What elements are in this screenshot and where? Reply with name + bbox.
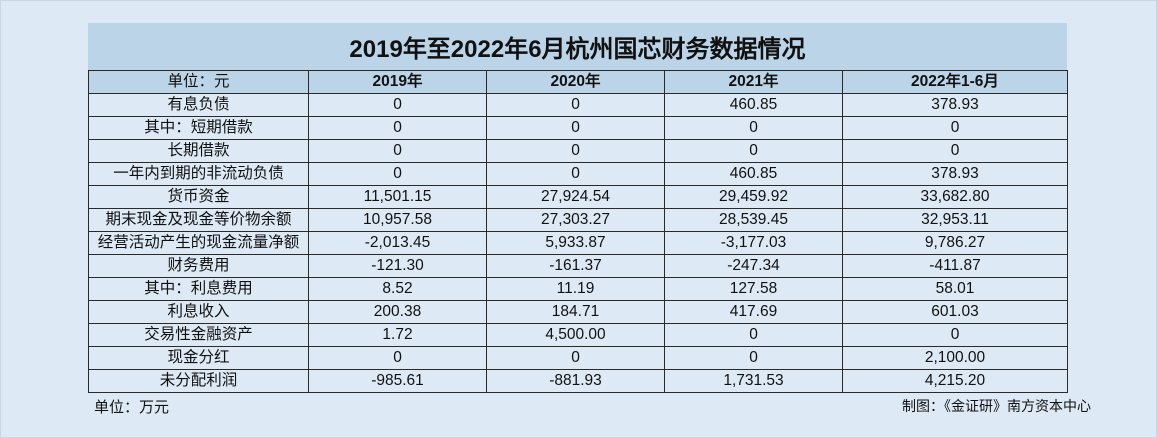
value-cell: 0 xyxy=(308,139,487,163)
value-cell: 0 xyxy=(842,139,1068,163)
row-label-cell: 有息负债 xyxy=(88,93,309,117)
value-cell: -247.34 xyxy=(664,254,843,278)
header-cell-unit: 单位：元 xyxy=(88,70,309,94)
table-row: 现金分红 0 0 0 2,100.00 xyxy=(88,346,1068,370)
value-cell: -3,177.03 xyxy=(664,231,843,255)
row-label-cell: 其中：利息费用 xyxy=(88,277,309,301)
value-cell: 0 xyxy=(842,323,1068,347)
value-cell: 1,731.53 xyxy=(664,369,843,393)
value-cell: 0 xyxy=(308,346,487,370)
table-row: 一年内到期的非流动负债 0 0 460.85 378.93 xyxy=(88,162,1068,186)
value-cell: 58.01 xyxy=(842,277,1068,301)
table-row: 期末现金及现金等价物余额 10,957.58 27,303.27 28,539.45 3… xyxy=(88,208,1068,232)
value-cell: 0 xyxy=(664,346,843,370)
value-cell: 0 xyxy=(308,93,487,117)
value-cell: 28,539.45 xyxy=(664,208,843,232)
value-cell: 5,933.87 xyxy=(486,231,665,255)
value-cell: 27,924.54 xyxy=(486,185,665,209)
row-label-cell: 交易性金融资产 xyxy=(88,323,309,347)
value-cell: 0 xyxy=(308,116,487,140)
value-cell: 1.72 xyxy=(308,323,487,347)
value-cell: 2,100.00 xyxy=(842,346,1068,370)
value-cell: 0 xyxy=(308,162,487,186)
row-label-cell: 期末现金及现金等价物余额 xyxy=(88,208,309,232)
row-label-cell: 货币资金 xyxy=(88,185,309,209)
row-label-cell: 其中：短期借款 xyxy=(88,116,309,140)
row-label-cell: 一年内到期的非流动负债 xyxy=(88,162,309,186)
value-cell: 0 xyxy=(486,116,665,140)
value-cell: 33,682.80 xyxy=(842,185,1068,209)
row-label-cell: 利息收入 xyxy=(88,300,309,324)
row-label-cell: 经营活动产生的现金流量净额 xyxy=(88,231,309,255)
value-cell: -985.61 xyxy=(308,369,487,393)
value-cell: 378.93 xyxy=(842,93,1068,117)
row-label-cell: 长期借款 xyxy=(88,139,309,163)
value-cell: 11,501.15 xyxy=(308,185,487,209)
value-cell: 27,303.27 xyxy=(486,208,665,232)
value-cell: 0 xyxy=(486,139,665,163)
table-row: 利息收入 200.38 184.71 417.69 601.03 xyxy=(88,300,1068,324)
table-row: 财务费用 -121.30 -161.37 -247.34 -411.87 xyxy=(88,254,1068,278)
table-title: 2019年至2022年6月杭州国芯财务数据情况 xyxy=(88,23,1067,70)
header-cell-period: 2021年 xyxy=(664,70,843,94)
table-row: 货币资金 11,501.15 27,924.54 29,459.92 33,682.80 xyxy=(88,185,1068,209)
value-cell: 0 xyxy=(664,139,843,163)
value-cell: 4,500.00 xyxy=(486,323,665,347)
header-cell-period: 2019年 xyxy=(308,70,487,94)
row-label-cell: 未分配利润 xyxy=(88,369,309,393)
value-cell: 9,786.27 xyxy=(842,231,1068,255)
value-cell: 11.19 xyxy=(486,277,665,301)
header-cell-period: 2020年 xyxy=(486,70,665,94)
value-cell: 32,953.11 xyxy=(842,208,1068,232)
table-row: 交易性金融资产 1.72 4,500.00 0 0 xyxy=(88,323,1068,347)
value-cell: -121.30 xyxy=(308,254,487,278)
value-cell: -161.37 xyxy=(486,254,665,278)
table-row: 经营活动产生的现金流量净额 -2,013.45 5,933.87 -3,177.03 9… xyxy=(88,231,1068,255)
value-cell: 29,459.92 xyxy=(664,185,843,209)
value-cell: 4,215.20 xyxy=(842,369,1068,393)
value-cell: 417.69 xyxy=(664,300,843,324)
table-row: 其中：短期借款 0 0 0 0 xyxy=(88,116,1068,140)
source-note: 制图：《金证研》南方资本中心 xyxy=(902,398,1091,414)
value-cell: 10,957.58 xyxy=(308,208,487,232)
header-cell-period: 2022年1-6月 xyxy=(842,70,1068,94)
value-cell: 0 xyxy=(664,323,843,347)
unit-note: 单位：万元 xyxy=(94,399,170,416)
header-row: 单位：元 2019年 2020年 2021年 2022年1-6月 xyxy=(88,70,1068,94)
row-label-cell: 现金分红 xyxy=(88,346,309,370)
value-cell: -881.93 xyxy=(486,369,665,393)
value-cell: 0 xyxy=(842,116,1068,140)
table-row: 未分配利润 -985.61 -881.93 1,731.53 4,215.20 xyxy=(88,369,1068,393)
financial-data-table: 单位：元 2019年 2020年 2021年 2022年1-6月 有息负债 0 0 460.85… xyxy=(88,70,1068,393)
value-cell: 0 xyxy=(486,346,665,370)
value-cell: 460.85 xyxy=(664,93,843,117)
table-row: 有息负债 0 0 460.85 378.93 xyxy=(88,93,1068,117)
value-cell: 8.52 xyxy=(308,277,487,301)
value-cell: 127.58 xyxy=(664,277,843,301)
value-cell: 0 xyxy=(486,162,665,186)
row-label-cell: 财务费用 xyxy=(88,254,309,278)
value-cell: 184.71 xyxy=(486,300,665,324)
value-cell: 378.93 xyxy=(842,162,1068,186)
value-cell: 0 xyxy=(664,116,843,140)
value-cell: 200.38 xyxy=(308,300,487,324)
table-row: 长期借款 0 0 0 0 xyxy=(88,139,1068,163)
value-cell: -411.87 xyxy=(842,254,1068,278)
value-cell: -2,013.45 xyxy=(308,231,487,255)
value-cell: 0 xyxy=(486,93,665,117)
table-row: 其中：利息费用 8.52 11.19 127.58 58.01 xyxy=(88,277,1068,301)
value-cell: 601.03 xyxy=(842,300,1068,324)
value-cell: 460.85 xyxy=(664,162,843,186)
